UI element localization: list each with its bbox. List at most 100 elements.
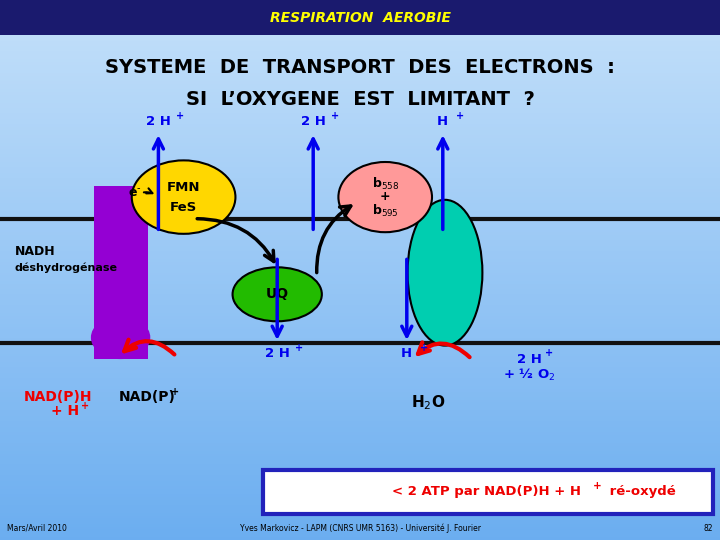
Bar [0, 497, 720, 500]
Bar [0, 464, 720, 467]
Text: UQ: UQ [266, 287, 289, 301]
Bar [0, 389, 720, 392]
Bar [0, 224, 720, 227]
Bar [0, 124, 720, 127]
Bar [0, 335, 720, 338]
Bar [0, 329, 720, 332]
Bar [0, 46, 720, 49]
Bar [0, 262, 720, 265]
Bar [0, 278, 720, 281]
Bar [0, 289, 720, 292]
Bar [0, 8, 720, 11]
Bar [0, 189, 720, 192]
Bar [0, 459, 720, 462]
Bar [0, 418, 720, 421]
Bar [0, 170, 720, 173]
Bar [0, 14, 720, 16]
Bar [0, 421, 720, 424]
Bar [0, 292, 720, 294]
Bar [0, 524, 720, 526]
Bar [0, 132, 720, 135]
Text: < 2 ATP par NAD(P)H + H: < 2 ATP par NAD(P)H + H [392, 485, 581, 498]
Bar [0, 386, 720, 389]
Bar [0, 5, 720, 8]
Bar [0, 394, 720, 397]
Ellipse shape [132, 160, 235, 234]
Bar [0, 122, 720, 124]
Bar [0, 22, 720, 24]
Bar [0, 324, 720, 327]
Text: 2 H: 2 H [301, 115, 325, 128]
Bar [0, 194, 720, 197]
Bar [0, 219, 720, 221]
Text: b$_{558}$: b$_{558}$ [372, 176, 399, 192]
Bar [0, 343, 720, 346]
Bar [0, 518, 720, 521]
Bar [0, 432, 720, 435]
Bar [0, 510, 720, 513]
Bar [0, 316, 720, 319]
Text: 2 H: 2 H [517, 353, 541, 366]
Bar [0, 57, 720, 59]
Bar [0, 472, 720, 475]
Bar [0, 435, 720, 437]
Bar [0, 130, 720, 132]
Bar [0, 446, 720, 448]
Bar [0, 19, 720, 22]
Bar [0, 513, 720, 516]
Bar [0, 327, 720, 329]
Bar [0, 151, 720, 154]
Bar [0, 157, 720, 159]
Bar [0, 281, 720, 284]
Bar [0, 184, 720, 186]
Bar [0, 105, 720, 108]
Bar [0, 364, 720, 367]
Text: ré-oxydé: ré-oxydé [605, 485, 675, 498]
Bar [0, 313, 720, 316]
Bar [0, 40, 720, 43]
Bar [0, 113, 720, 116]
Bar [0, 135, 720, 138]
Text: +: + [176, 111, 184, 120]
Bar [0, 362, 720, 364]
Text: +: + [545, 348, 553, 358]
Bar [0, 186, 720, 189]
Bar [0, 378, 720, 381]
Bar [0, 43, 720, 46]
Text: déshydrogénase: déshydrogénase [14, 262, 117, 273]
Text: +: + [456, 111, 464, 120]
Text: +: + [331, 111, 339, 120]
Bar [0, 526, 720, 529]
Bar [0, 408, 720, 410]
Bar [0, 300, 720, 302]
Bar [0, 78, 720, 81]
Bar [0, 359, 720, 362]
Bar [0, 308, 720, 310]
Bar [0, 348, 720, 351]
Bar [0, 143, 720, 146]
Bar [0, 100, 720, 103]
Bar [0, 429, 720, 432]
Bar [0, 448, 720, 451]
Bar [0, 108, 720, 111]
Bar [0, 381, 720, 383]
Bar [0, 111, 720, 113]
Bar [0, 483, 720, 486]
Bar [0, 59, 720, 62]
Bar [0, 176, 720, 178]
Bar [0, 319, 720, 321]
Bar [0, 216, 720, 219]
Bar [0, 84, 720, 86]
Bar [0, 97, 720, 100]
Bar [0, 16, 720, 19]
Bar [0, 181, 720, 184]
Bar [0, 481, 720, 483]
Bar [0, 273, 720, 275]
Bar [0, 505, 720, 508]
Bar [0, 502, 720, 505]
Bar [0, 86, 720, 89]
Text: NAD(P)H: NAD(P)H [23, 390, 92, 404]
Bar [0, 440, 720, 443]
Bar [0, 392, 720, 394]
Bar [94, 186, 148, 359]
